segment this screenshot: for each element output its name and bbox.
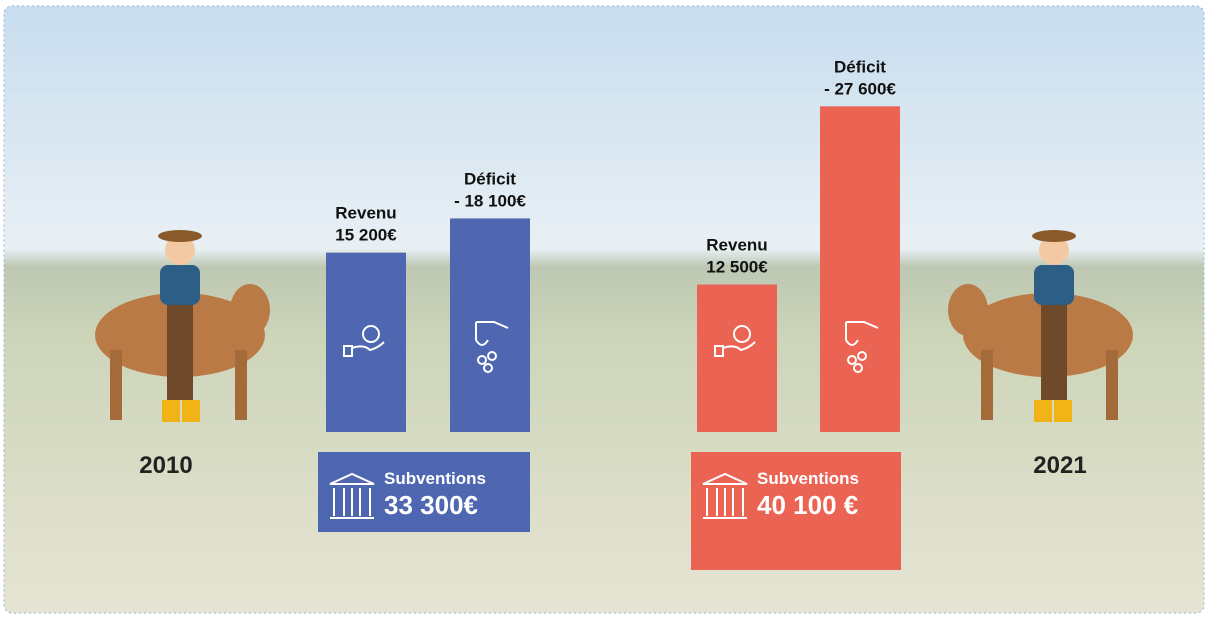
bar bbox=[697, 285, 777, 433]
subsidy-label: Subventions bbox=[384, 469, 486, 488]
bar-label: Revenu bbox=[335, 204, 396, 223]
subsidy-label: Subventions bbox=[757, 469, 859, 488]
bar bbox=[450, 218, 530, 432]
bar-value: - 27 600€ bbox=[824, 79, 896, 98]
bar-value: - 18 100€ bbox=[454, 191, 526, 210]
subsidy-value: 40 100 € bbox=[757, 490, 858, 520]
infographic: 2010 Revenu 15 200€ Déficit - 18 100€ Subvent… bbox=[0, 0, 1208, 617]
bar-label: Revenu bbox=[706, 236, 767, 255]
subsidy-value: 33 300€ bbox=[384, 490, 478, 520]
bar-value: 15 200€ bbox=[335, 226, 397, 245]
bar-label: Déficit bbox=[834, 57, 886, 76]
year-label: 2021 bbox=[1033, 452, 1086, 479]
bar bbox=[820, 106, 900, 432]
bar-value: 12 500€ bbox=[706, 258, 768, 277]
bar-label: Déficit bbox=[464, 169, 516, 188]
year-label: 2010 bbox=[139, 452, 192, 479]
bar bbox=[326, 253, 406, 432]
